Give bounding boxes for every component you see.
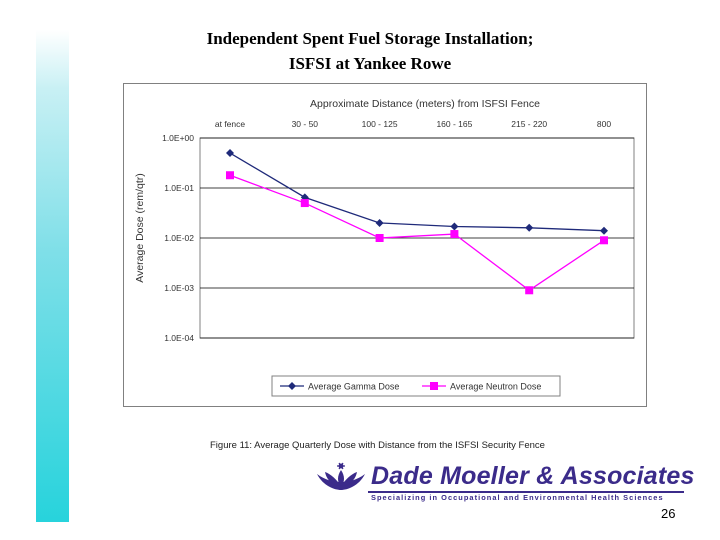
x-tick-label: 100 - 125 [362, 119, 398, 129]
gamma-point [600, 226, 608, 235]
chart-title: Approximate Distance (meters) from ISFSI… [310, 98, 540, 110]
y-tick-label: 1.0E+00 [162, 133, 194, 143]
slide-title: Independent Spent Fuel Storage Installat… [120, 26, 620, 76]
dose-chart: 1.0E+00 1.0E-01 1.0E-02 1.0E-03 1.0E-04 Appro… [134, 98, 635, 397]
logo-company-name: Dade Moeller & Associates [371, 462, 695, 490]
neutron-point [226, 171, 234, 180]
x-tick-label: 160 - 165 [436, 119, 472, 129]
lotus-logo-icon [317, 462, 365, 490]
x-tick-label: at fence [215, 119, 246, 129]
legend-label: Average Gamma Dose [308, 382, 399, 392]
neutron-point [450, 230, 459, 239]
logo-tagline: Specializing in Occupational and Environ… [371, 493, 664, 502]
neutron-point [525, 286, 534, 295]
y-axis-label: Average Dose (rem/qtr) [134, 173, 146, 283]
gamma-point [226, 149, 234, 158]
y-tick-label: 1.0E-04 [164, 333, 194, 343]
series-line-neutron [229, 174, 605, 292]
legend-neutron-marker [430, 382, 438, 390]
gamma-point [525, 223, 534, 232]
series-line-gamma [229, 152, 605, 232]
neutron-point [300, 199, 309, 208]
y-tick-label: 1.0E-03 [164, 283, 194, 293]
legend-box [271, 375, 561, 397]
slide-title-line-2: ISFSI at Yankee Rowe [288, 54, 452, 73]
y-tick-label: 1.0E-01 [164, 183, 194, 193]
chart-frame: 1.0E+00 1.0E-01 1.0E-02 1.0E-03 1.0E-04 Appro… [123, 83, 647, 407]
figure-caption: Figure 11: Average Quarterly Dose with D… [210, 440, 545, 451]
x-tick-label: 30 - 50 [292, 119, 319, 129]
legend-label: Average Neutron Dose [450, 382, 541, 392]
logo-divider [368, 491, 684, 493]
gamma-point [375, 218, 384, 227]
gamma-point [450, 222, 459, 231]
x-tick-label: 800 [597, 119, 611, 129]
neutron-point [600, 236, 608, 245]
accent-side-bar [36, 30, 69, 522]
legend-gamma-marker [288, 382, 296, 390]
company-logo: Dade Moeller & Associates Specializing i… [313, 462, 695, 504]
slide-title-line-1: Independent Spent Fuel Storage Installat… [206, 29, 534, 48]
x-tick-label: 215 - 220 [511, 119, 547, 129]
page-number: 26 [661, 506, 676, 521]
y-tick-label: 1.0E-02 [164, 233, 194, 243]
neutron-point [375, 234, 384, 242]
